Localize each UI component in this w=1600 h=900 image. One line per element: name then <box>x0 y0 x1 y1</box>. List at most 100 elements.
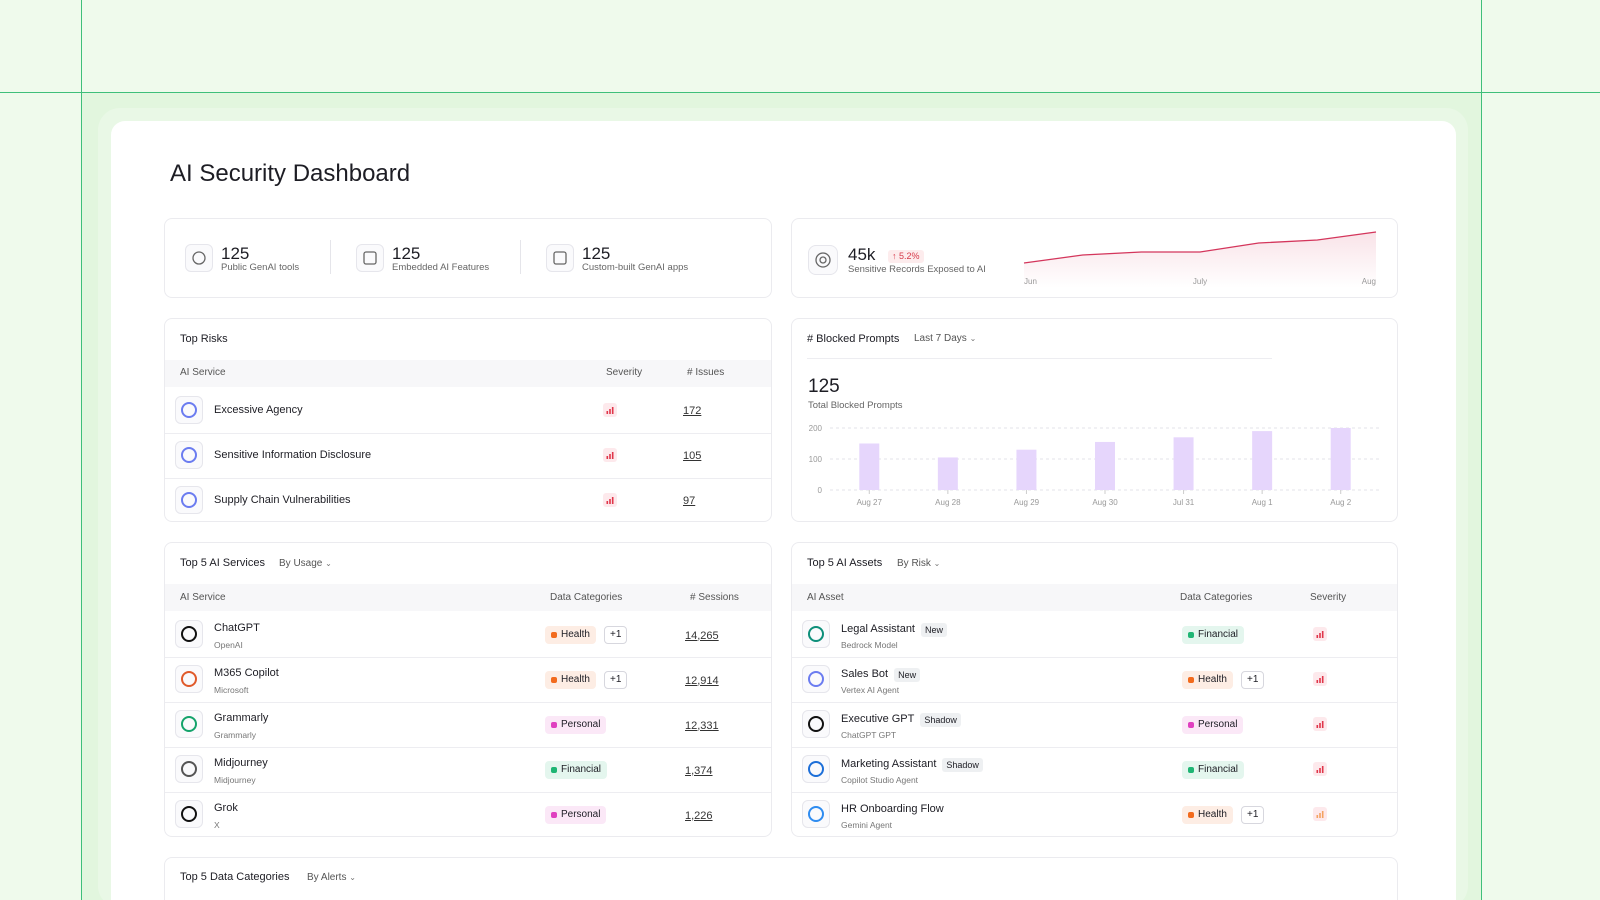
guide-line <box>81 0 82 900</box>
glyph <box>363 251 377 265</box>
category-dot <box>1188 767 1194 773</box>
severity-bars <box>1316 721 1324 728</box>
bar-level <box>1321 631 1324 638</box>
issue-count[interactable]: 105 <box>683 449 702 462</box>
column-header: Data Categories <box>550 592 623 603</box>
category-badge: Financial <box>545 761 608 779</box>
column-header: Data Categories <box>1180 592 1253 603</box>
issue-count[interactable]: 172 <box>683 404 702 417</box>
card <box>164 218 772 298</box>
bar <box>859 443 880 490</box>
divider <box>330 240 331 274</box>
filter-dropdown[interactable]: By Alerts ⌄ <box>307 872 356 883</box>
severity-icon <box>1313 672 1327 686</box>
service-vendor: Midjourney <box>214 774 256 785</box>
filter-dropdown[interactable]: Last 7 Days ⌄ <box>914 333 977 344</box>
severity-icon <box>603 493 617 507</box>
card-title: Top Risks <box>180 332 228 345</box>
severity-bars <box>1316 676 1324 683</box>
category-label: Financial <box>1198 764 1239 775</box>
glyph <box>553 251 567 265</box>
more-badge: +1 <box>1241 671 1265 689</box>
bar-level <box>1321 676 1324 683</box>
session-count[interactable]: 12,914 <box>685 674 719 687</box>
column-header: # Sessions <box>690 592 739 603</box>
row-divider <box>165 478 771 479</box>
x-tick-label: Aug 29 <box>1014 498 1040 507</box>
session-count[interactable]: 14,265 <box>685 629 719 642</box>
chevron[interactable]: ⌄ <box>969 334 977 343</box>
row-divider <box>165 792 771 793</box>
service-name: M365 Copilot <box>214 666 279 679</box>
session-count[interactable]: 1,374 <box>685 764 713 777</box>
column-header: Severity <box>1310 592 1347 603</box>
category-label: Financial <box>1198 629 1239 640</box>
more-badge: +1 <box>604 671 628 689</box>
x-tick-label: Aug 2 <box>1330 498 1351 507</box>
category-dot <box>551 812 557 818</box>
chevron[interactable]: ⌄ <box>325 559 332 568</box>
card-title: Top 5 AI Services <box>180 556 265 569</box>
table-header <box>792 584 1397 611</box>
severity-bars <box>606 497 614 504</box>
bar-level <box>1319 723 1321 728</box>
bar-level <box>1321 811 1324 818</box>
glyph <box>181 806 197 822</box>
session-count[interactable]: 1,226 <box>685 809 713 822</box>
asset-name: Executive GPT <box>841 712 915 725</box>
asset-kind: ChatGPT GPT <box>841 729 897 740</box>
category-dot <box>551 632 557 638</box>
session-count[interactable]: 12,331 <box>685 719 719 732</box>
bar-level <box>1316 815 1319 818</box>
service-icon <box>175 710 203 738</box>
severity-bars <box>1316 766 1324 773</box>
service-icon <box>175 620 203 648</box>
icon-glyph <box>181 402 197 418</box>
row-divider <box>792 702 1397 703</box>
chevron[interactable]: ⌄ <box>349 873 356 882</box>
icon-glyph <box>363 251 377 265</box>
category-label: Financial <box>561 764 602 775</box>
asset-tag: New <box>921 623 948 637</box>
issue-count[interactable]: 97 <box>683 494 696 507</box>
bar-level <box>611 497 614 504</box>
stat-label: Public GenAI tools <box>221 262 300 274</box>
glyph <box>808 761 824 777</box>
icon-glyph <box>808 716 824 732</box>
filter-dropdown[interactable]: By Usage ⌄ <box>279 558 332 569</box>
row-divider <box>165 433 771 434</box>
glyph <box>181 626 197 642</box>
bar-level <box>1316 635 1319 638</box>
row-divider <box>165 747 771 748</box>
bar-level <box>611 407 614 414</box>
chevron[interactable]: ⌄ <box>933 559 941 568</box>
guide-line <box>0 92 1600 93</box>
icon-glyph <box>181 806 197 822</box>
row-divider <box>165 702 771 703</box>
x-tick-label: July <box>1193 277 1207 286</box>
severity-bars <box>606 452 614 459</box>
y-tick-label: 100 <box>809 455 823 464</box>
bar-level <box>609 499 611 504</box>
exposure-label: Sensitive Records Exposed to AI <box>848 264 986 276</box>
bar <box>1330 428 1351 490</box>
stat-icon <box>546 244 574 272</box>
card <box>164 318 772 522</box>
risk-name: Sensitive Information Disclosure <box>214 448 372 461</box>
severity-bars <box>606 407 614 414</box>
exposure-icon <box>808 245 838 275</box>
bar-level <box>1316 680 1319 683</box>
icon-glyph <box>815 252 831 268</box>
icon-glyph <box>808 626 824 642</box>
icon-glyph <box>181 716 197 732</box>
category-badge: Financial <box>1182 761 1245 779</box>
category-label: Health <box>1198 674 1227 685</box>
severity-icon <box>1313 717 1327 731</box>
y-tick-label: 0 <box>818 486 823 495</box>
category-badge: Health <box>545 626 596 644</box>
filter-dropdown[interactable]: By Risk ⌄ <box>897 558 941 569</box>
service-vendor: X <box>214 819 220 830</box>
page-title: AI Security Dashboard <box>170 160 411 187</box>
icon-glyph <box>808 761 824 777</box>
